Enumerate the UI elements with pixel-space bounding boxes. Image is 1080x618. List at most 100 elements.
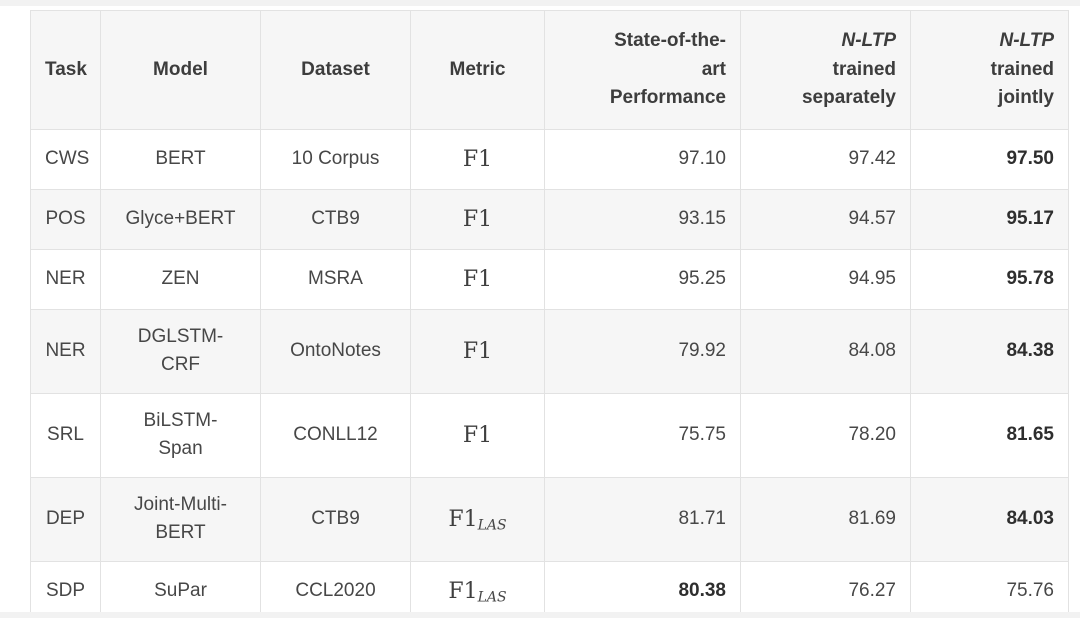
cell-nltp-separately: 94.57 bbox=[740, 188, 911, 250]
cell-model-text: BERT bbox=[155, 147, 206, 169]
cell-task: NER bbox=[30, 308, 101, 394]
score-value: 84.03 bbox=[1006, 507, 1054, 529]
table-row: DEP Joint-Multi- BERT CTB9 F1LAS 81.71 81.69 8… bbox=[30, 476, 1069, 562]
cell-task: NER bbox=[30, 248, 101, 310]
cell-task-text: SRL bbox=[47, 423, 84, 445]
nltp-label: N-LTP bbox=[999, 30, 1054, 51]
cell-model-text: ZEN bbox=[161, 267, 200, 289]
metric-base: F1 bbox=[448, 506, 478, 532]
cell-dataset: OntoNotes bbox=[260, 308, 411, 394]
cell-nltp-separately: 76.27 bbox=[740, 560, 911, 618]
metric-base: F1 bbox=[462, 422, 493, 448]
cell-sota: 81.71 bbox=[544, 476, 741, 562]
cell-model: BiLSTM- Span bbox=[100, 392, 261, 478]
col-header-nltp-jointly: N-LTP trained jointly bbox=[910, 10, 1069, 130]
cell-nltp-jointly: 95.17 bbox=[910, 188, 1069, 250]
cell-task: POS bbox=[30, 188, 101, 250]
metric-base: F1 bbox=[462, 266, 493, 292]
col-header-model: Model bbox=[100, 10, 261, 130]
cell-model-text: Joint-Multi- BERT bbox=[134, 493, 227, 544]
cell-nltp-separately: 97.42 bbox=[740, 128, 911, 190]
score-value: 97.10 bbox=[678, 147, 726, 169]
score-value: 80.38 bbox=[678, 579, 726, 601]
cell-dataset: CTB9 bbox=[260, 188, 411, 250]
cell-metric: F1 bbox=[410, 128, 545, 190]
cell-task-text: SDP bbox=[45, 579, 86, 601]
col-header-sota: State-of-the- art Performance bbox=[544, 10, 741, 130]
score-value: 95.17 bbox=[1006, 207, 1054, 229]
cell-dataset: MSRA bbox=[260, 248, 411, 310]
cell-task-text: DEP bbox=[45, 507, 86, 529]
cell-metric: F1 bbox=[410, 248, 545, 310]
metric-base: F1 bbox=[462, 338, 493, 364]
cell-task: DEP bbox=[30, 476, 101, 562]
score-value: 93.15 bbox=[678, 207, 726, 229]
cell-metric: F1LAS bbox=[410, 560, 545, 618]
score-value: 81.65 bbox=[1006, 423, 1054, 445]
cell-model: Glyce+BERT bbox=[100, 188, 261, 250]
cell-metric: F1 bbox=[410, 188, 545, 250]
cell-model: Joint-Multi- BERT bbox=[100, 476, 261, 562]
col-header-nltp-separately: N-LTP trained separately bbox=[740, 10, 911, 130]
cell-nltp-jointly: 95.78 bbox=[910, 248, 1069, 310]
score-value: 79.92 bbox=[678, 339, 726, 361]
cell-sota: 79.92 bbox=[544, 308, 741, 394]
cell-dataset: 10 Corpus bbox=[260, 128, 411, 190]
cell-nltp-separately: 94.95 bbox=[740, 248, 911, 310]
score-value: 75.75 bbox=[678, 423, 726, 445]
cell-metric: F1 bbox=[410, 392, 545, 478]
cell-dataset-text: CTB9 bbox=[311, 507, 360, 529]
cell-sota: 95.25 bbox=[544, 248, 741, 310]
score-value: 94.95 bbox=[848, 267, 896, 289]
cell-task-text: POS bbox=[45, 207, 86, 229]
metric-base: F1 bbox=[448, 578, 478, 604]
cell-model-text: Glyce+BERT bbox=[125, 207, 236, 229]
cell-nltp-jointly: 75.76 bbox=[910, 560, 1069, 618]
cell-model: ZEN bbox=[100, 248, 261, 310]
cell-model-text: SuPar bbox=[154, 579, 207, 601]
cell-dataset: CCL2020 bbox=[260, 560, 411, 618]
score-value: 78.20 bbox=[848, 423, 896, 445]
table-row: POS Glyce+BERT CTB9 F1 93.15 94.57 95.17 bbox=[30, 188, 1069, 250]
cell-sota: 93.15 bbox=[544, 188, 741, 250]
score-value: 75.76 bbox=[1006, 579, 1054, 601]
cell-model: BERT bbox=[100, 128, 261, 190]
score-value: 76.27 bbox=[848, 579, 896, 601]
table-row: NER ZEN MSRA F1 95.25 94.95 95.78 bbox=[30, 248, 1069, 310]
nltp-separately-label: trained separately bbox=[801, 58, 896, 109]
cell-dataset-text: 10 Corpus bbox=[291, 147, 380, 169]
cell-dataset-text: CCL2020 bbox=[295, 579, 376, 601]
metric-subscript: LAS bbox=[477, 589, 507, 605]
table-row: SRL BiLSTM- Span CONLL12 F1 75.75 78.20 81.65 bbox=[30, 392, 1069, 478]
cell-task-text: NER bbox=[45, 267, 86, 289]
table-row: NER DGLSTM- CRF OntoNotes F1 79.92 84.08 84.38 bbox=[30, 308, 1069, 394]
cell-metric: F1LAS bbox=[410, 476, 545, 562]
cell-dataset-text: MSRA bbox=[308, 267, 363, 289]
cell-dataset: CTB9 bbox=[260, 476, 411, 562]
metric-subscript: LAS bbox=[477, 517, 507, 533]
metric-base: F1 bbox=[462, 206, 493, 232]
header-row: Task Model Dataset Metric State-of-the- … bbox=[30, 10, 1069, 130]
page-edge-top bbox=[0, 0, 1080, 6]
nltp-label: N-LTP bbox=[841, 30, 896, 51]
page-edge-bottom bbox=[0, 612, 1080, 618]
cell-sota: 97.10 bbox=[544, 128, 741, 190]
col-header-dataset: Dataset bbox=[260, 10, 411, 130]
cell-dataset: CONLL12 bbox=[260, 392, 411, 478]
score-value: 81.71 bbox=[678, 507, 726, 529]
table-row: SDP SuPar CCL2020 F1LAS 80.38 76.27 75.76 bbox=[30, 560, 1069, 618]
score-value: 84.38 bbox=[1006, 339, 1054, 361]
nltp-jointly-label: trained jointly bbox=[990, 58, 1054, 109]
cell-task: SDP bbox=[30, 560, 101, 618]
cell-task: SRL bbox=[30, 392, 101, 478]
cell-task-text: NER bbox=[45, 339, 86, 361]
score-value: 94.57 bbox=[848, 207, 896, 229]
cell-nltp-jointly: 81.65 bbox=[910, 392, 1069, 478]
cell-dataset-text: CONLL12 bbox=[293, 423, 378, 445]
metric-base: F1 bbox=[462, 146, 493, 172]
cell-model-text: BiLSTM- Span bbox=[143, 409, 218, 460]
cell-nltp-separately: 78.20 bbox=[740, 392, 911, 478]
table-header: Task Model Dataset Metric State-of-the- … bbox=[30, 10, 1069, 130]
cell-nltp-jointly: 97.50 bbox=[910, 128, 1069, 190]
cell-dataset-text: CTB9 bbox=[311, 207, 360, 229]
